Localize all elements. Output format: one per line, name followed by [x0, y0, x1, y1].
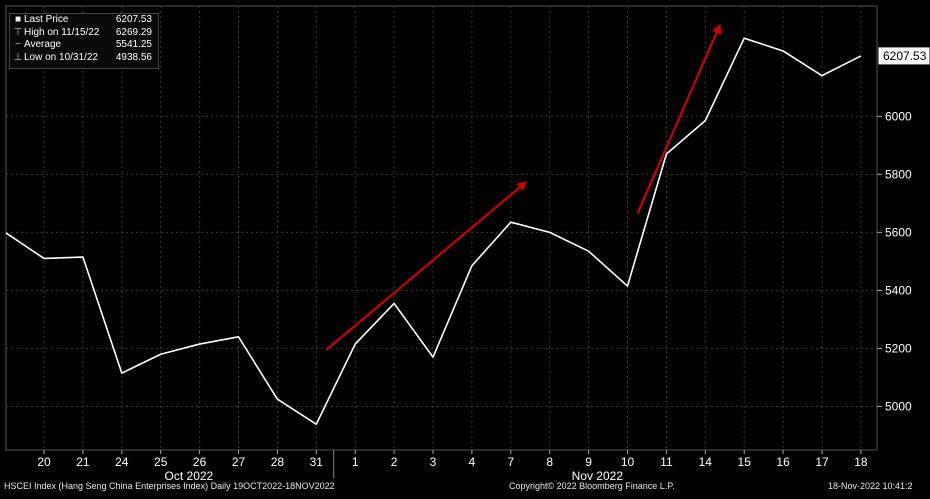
- y-tick-label: 5600: [885, 225, 912, 239]
- x-tick-label: 9: [585, 455, 592, 469]
- x-tick-label: 8: [546, 455, 553, 469]
- legend-label: Last Price: [24, 14, 69, 25]
- x-tick-label: 18: [854, 455, 868, 469]
- x-tick-label: 27: [232, 455, 246, 469]
- legend: ■ Last Price 6207.53 ⊤ High on 11/15/22 …: [9, 13, 159, 69]
- trend-arrow: [325, 181, 528, 351]
- legend-row-high: ⊤ High on 11/15/22 6269.29: [10, 27, 158, 40]
- x-tick-label: 15: [738, 455, 752, 469]
- last-value-box: [878, 47, 930, 65]
- x-tick-label: 3: [430, 455, 437, 469]
- x-tick-label: 24: [115, 455, 129, 469]
- high-marker-icon: ⊤: [13, 26, 23, 38]
- legend-row-low: ⊥ Low on 10/31/22 4938.56: [10, 52, 158, 65]
- legend-value: 6207.53: [115, 14, 152, 25]
- legend-value: 6269.29: [115, 26, 152, 38]
- square-icon: ■: [14, 14, 22, 25]
- x-tick-label: 16: [776, 455, 790, 469]
- x-tick-label: 14: [699, 455, 713, 469]
- y-tick-label: 5000: [885, 399, 912, 413]
- x-tick-label: 20: [37, 455, 51, 469]
- legend-row-last-price: ■ Last Price 6207.53: [10, 14, 158, 27]
- legend-value: 4938.56: [115, 51, 152, 63]
- legend-value: 5541.25: [115, 39, 152, 50]
- footer-copyright: Copyright© 2022 Bloomberg Finance L.P.: [509, 481, 675, 491]
- y-tick-label: 5200: [885, 341, 912, 355]
- last-value-label: 6207.53: [883, 49, 927, 63]
- legend-row-average: − Average 5541.25: [10, 39, 158, 52]
- x-tick-label: 10: [621, 455, 635, 469]
- trend-arrow: [636, 23, 722, 214]
- x-tick-label: 11: [660, 455, 673, 469]
- x-tick-label: 21: [76, 455, 90, 469]
- footer: HSCEI Index (Hang Seng China Enterprises…: [0, 480, 930, 494]
- legend-label: Average: [24, 39, 62, 50]
- x-tick-label: 7: [507, 455, 514, 469]
- x-tick-label: 31: [310, 455, 324, 469]
- legend-label: Low on 10/31/22: [24, 51, 98, 63]
- price-line: [5, 37, 862, 425]
- x-tick-label: 28: [271, 455, 285, 469]
- month-label: Nov 2022: [572, 469, 624, 483]
- y-tick-label: 5800: [885, 167, 912, 181]
- x-tick-label: 25: [154, 455, 168, 469]
- average-marker-icon: −: [15, 39, 21, 50]
- x-tick-label: 26: [193, 455, 207, 469]
- footer-source: HSCEI Index (Hang Seng China Enterprises…: [4, 481, 335, 491]
- x-tick-label: 17: [815, 455, 829, 469]
- y-tick-label: 6000: [885, 109, 912, 123]
- month-label: Oct 2022: [165, 469, 214, 483]
- footer-timestamp: 18-Nov-2022 10:41:2: [828, 481, 913, 491]
- legend-label: High on 11/15/22: [24, 26, 100, 38]
- low-marker-icon: ⊥: [13, 51, 23, 63]
- plot-area: [5, 5, 878, 451]
- x-tick-label: 4: [469, 455, 476, 469]
- y-tick-label: 5400: [885, 283, 912, 297]
- x-tick-label: 1: [352, 455, 359, 469]
- x-tick-label: 2: [391, 455, 398, 469]
